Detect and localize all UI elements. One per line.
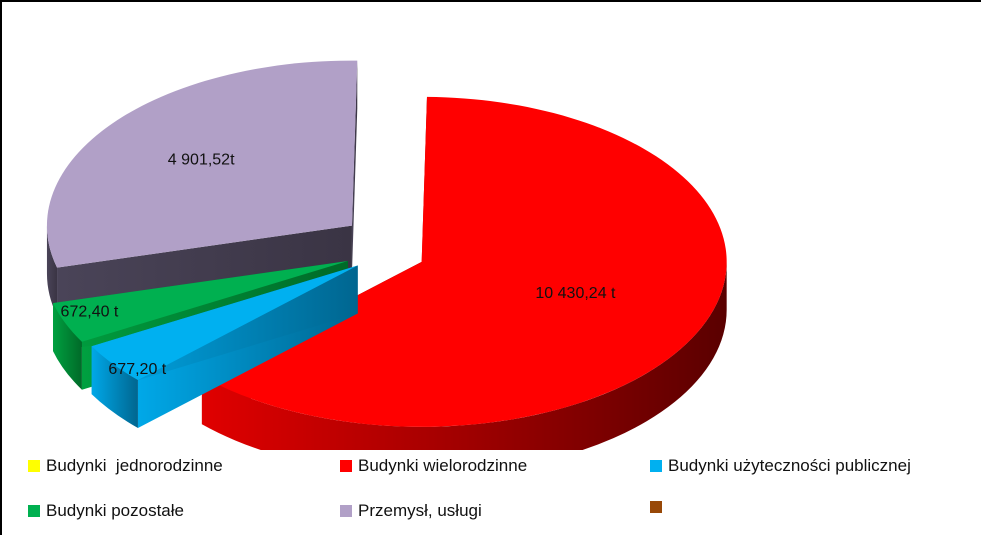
data-label-pozostale: 672,40 t	[61, 304, 119, 321]
legend-label-pozostale: Budynki pozostałe	[46, 501, 184, 520]
legend-item-publicznej: Budynki użyteczności publicznej	[650, 456, 911, 476]
slice-side-pozostale	[53, 303, 82, 390]
slice-top-wielorodzinne	[201, 96, 727, 427]
legend-item-jednorodzinne: Budynki jednorodzinne	[28, 456, 223, 476]
legend-swatch-jednorodzinne	[28, 460, 40, 472]
legend-swatch-empty	[650, 501, 662, 513]
slice-side-wielorodzinne	[201, 261, 727, 450]
slice-wall-przemysl	[351, 60, 358, 274]
legend-item-wielorodzinne: Budynki wielorodzinne	[340, 456, 527, 476]
legend-swatch-przemysl	[340, 505, 352, 517]
legend-label-jednorodzinne: Budynki jednorodzinne	[46, 456, 223, 475]
data-label-przemysl: 4 901,52t	[168, 151, 235, 168]
pie-chart: 10 430,24 t 677,20 t 672,40 t 4 901,52t	[46, 60, 727, 450]
data-label-publicznej: 677,20 t	[108, 361, 166, 378]
legend-item-pozostale: Budynki pozostałe	[28, 501, 184, 521]
slice-top-publicznej	[91, 265, 358, 380]
slice-wall-pozostale	[53, 260, 348, 352]
slice-wielorodzinne	[201, 96, 727, 450]
slice-top-pozostale	[53, 260, 348, 342]
legend-label-publicznej: Budynki użyteczności publicznej	[668, 456, 911, 475]
legend-label-przemysl: Przemysł, usługi	[358, 501, 482, 520]
legend-swatch-publicznej	[650, 460, 662, 472]
data-label-wielorodzinne: 10 430,24 t	[535, 285, 616, 302]
legend: Budynki jednorodzinne Budynki wielorodzi…	[0, 450, 981, 535]
slice-publicznej	[91, 265, 358, 428]
slice-side-przemysl	[46, 225, 58, 316]
legend-item-empty	[650, 501, 668, 513]
legend-item-przemysl: Przemysł, usługi	[340, 501, 482, 521]
legend-swatch-wielorodzinne	[340, 460, 352, 472]
legend-swatch-pozostale	[28, 505, 40, 517]
slice-top-przemysl	[46, 60, 358, 268]
legend-label-wielorodzinne: Budynki wielorodzinne	[358, 456, 528, 475]
slice-side-publicznej	[91, 346, 138, 428]
